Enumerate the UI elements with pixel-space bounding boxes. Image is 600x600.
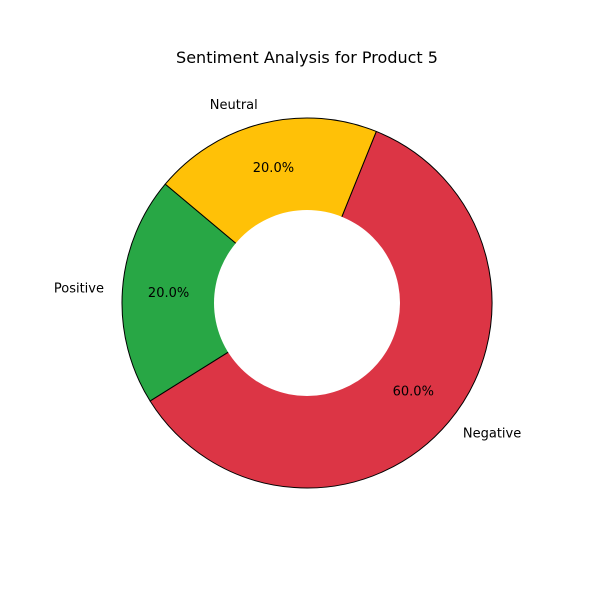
donut-hole [214,210,400,396]
slice-label-negative: Negative [463,426,521,441]
pct-label-negative: 60.0% [393,385,434,400]
chart-title: Sentiment Analysis for Product 5 [176,48,438,67]
slice-label-neutral: Neutral [210,98,258,113]
pct-label-neutral: 20.0% [253,161,294,176]
labels-layer: Positive 20.0% Negative 60.0% Neutral 20.0% [54,98,521,441]
pct-label-positive: 20.0% [148,286,189,301]
slice-label-positive: Positive [54,281,104,296]
slice-positive [121,183,308,402]
